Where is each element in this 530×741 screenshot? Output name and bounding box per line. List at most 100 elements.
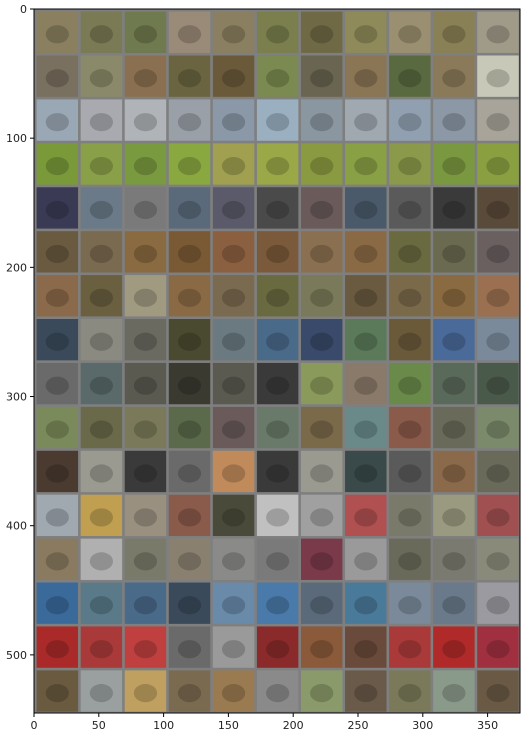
image-tile-subject bbox=[45, 69, 69, 88]
image-tile-subject bbox=[310, 596, 334, 615]
image-tile-subject bbox=[442, 200, 466, 220]
image-tile-subject bbox=[221, 113, 246, 132]
image-tile-subject bbox=[133, 156, 158, 176]
image-tile bbox=[345, 582, 387, 624]
image-tile bbox=[124, 231, 167, 273]
y-tick-label: 0 bbox=[20, 3, 27, 16]
x-tick-label: 350 bbox=[477, 719, 498, 732]
image-tile-subject bbox=[310, 684, 334, 703]
image-tile bbox=[124, 626, 167, 668]
image-tile-subject bbox=[398, 156, 422, 176]
image-tile-subject bbox=[486, 244, 510, 264]
image-tile-subject bbox=[398, 596, 422, 615]
image-tile bbox=[36, 55, 79, 97]
image-tile-subject bbox=[133, 552, 158, 571]
image-tile bbox=[256, 319, 299, 361]
image-tile bbox=[36, 11, 79, 53]
image-tile-subject bbox=[486, 332, 510, 351]
image-tile bbox=[433, 99, 475, 141]
image-tile-subject bbox=[442, 640, 466, 659]
x-tick-label: 300 bbox=[412, 719, 433, 732]
image-tile-subject bbox=[354, 25, 378, 44]
image-tile bbox=[80, 231, 123, 273]
image-tile bbox=[36, 319, 79, 361]
image-tile bbox=[389, 362, 431, 405]
image-tile bbox=[124, 670, 167, 712]
image-tile bbox=[36, 406, 79, 449]
image-tile bbox=[256, 626, 299, 668]
image-tile-subject bbox=[45, 113, 69, 132]
image-tile-subject bbox=[177, 420, 202, 439]
image-tile bbox=[300, 582, 343, 624]
image-tile bbox=[168, 231, 211, 273]
image-tile-subject bbox=[354, 376, 378, 395]
image-tile-subject bbox=[398, 552, 422, 571]
image-tile bbox=[80, 143, 123, 185]
image-tile bbox=[300, 143, 343, 185]
image-tile bbox=[36, 143, 79, 185]
image-tile-subject bbox=[354, 113, 378, 132]
image-tile-subject bbox=[221, 288, 246, 307]
image-tile bbox=[80, 187, 123, 229]
image-tile-subject bbox=[89, 200, 114, 220]
image-tile bbox=[256, 582, 299, 624]
image-tile bbox=[124, 494, 167, 537]
image-tile bbox=[212, 670, 255, 712]
image-tile-subject bbox=[486, 200, 510, 220]
image-tile-subject bbox=[133, 596, 158, 615]
image-tile bbox=[389, 143, 431, 185]
image-tile-subject bbox=[310, 464, 334, 483]
image-tile bbox=[124, 143, 167, 185]
image-tile bbox=[168, 143, 211, 185]
image-tile-subject bbox=[310, 640, 334, 659]
x-tick-label: 0 bbox=[31, 719, 38, 732]
image-tile bbox=[256, 538, 299, 580]
image-tile-subject bbox=[354, 684, 378, 703]
image-tile-subject bbox=[310, 332, 334, 351]
image-tile bbox=[256, 187, 299, 229]
image-tile-subject bbox=[266, 288, 290, 307]
image-tile-subject bbox=[442, 25, 466, 44]
image-tile-subject bbox=[221, 25, 246, 44]
image-tile-subject bbox=[45, 332, 69, 351]
y-tick-label: 500 bbox=[6, 649, 27, 662]
image-tile-subject bbox=[398, 684, 422, 703]
image-tile-subject bbox=[177, 332, 202, 351]
image-tile-subject bbox=[442, 552, 466, 571]
image-tile bbox=[300, 362, 343, 405]
image-tile-subject bbox=[266, 640, 290, 659]
image-tile-subject bbox=[133, 113, 158, 132]
image-tile bbox=[80, 99, 123, 141]
image-tile bbox=[36, 450, 79, 493]
image-tile-subject bbox=[310, 25, 334, 44]
image-tile bbox=[168, 187, 211, 229]
image-tile-subject bbox=[354, 420, 378, 439]
image-tile-subject bbox=[221, 332, 246, 351]
image-tile-subject bbox=[266, 25, 290, 44]
image-tile-subject bbox=[266, 464, 290, 483]
image-tile-subject bbox=[442, 156, 466, 176]
image-tile bbox=[124, 99, 167, 141]
image-tile-subject bbox=[354, 288, 378, 307]
image-tile-subject bbox=[266, 69, 290, 88]
image-tile-subject bbox=[133, 244, 158, 264]
image-tile-subject bbox=[310, 376, 334, 395]
image-tile-subject bbox=[177, 596, 202, 615]
image-tile-subject bbox=[310, 244, 334, 264]
image-tile bbox=[124, 582, 167, 624]
image-tile-subject bbox=[89, 156, 114, 176]
image-tile-subject bbox=[486, 288, 510, 307]
image-tile-subject bbox=[89, 464, 114, 483]
image-tile-subject bbox=[486, 508, 510, 527]
image-tile-subject bbox=[133, 200, 158, 220]
x-tick-label: 150 bbox=[218, 719, 239, 732]
image-tile bbox=[124, 406, 167, 449]
image-tile-subject bbox=[133, 69, 158, 88]
image-tile bbox=[256, 11, 299, 53]
image-tile bbox=[389, 11, 431, 53]
image-tile bbox=[477, 319, 519, 361]
image-tile bbox=[36, 582, 79, 624]
image-tile-subject bbox=[486, 420, 510, 439]
image-tile bbox=[168, 406, 211, 449]
